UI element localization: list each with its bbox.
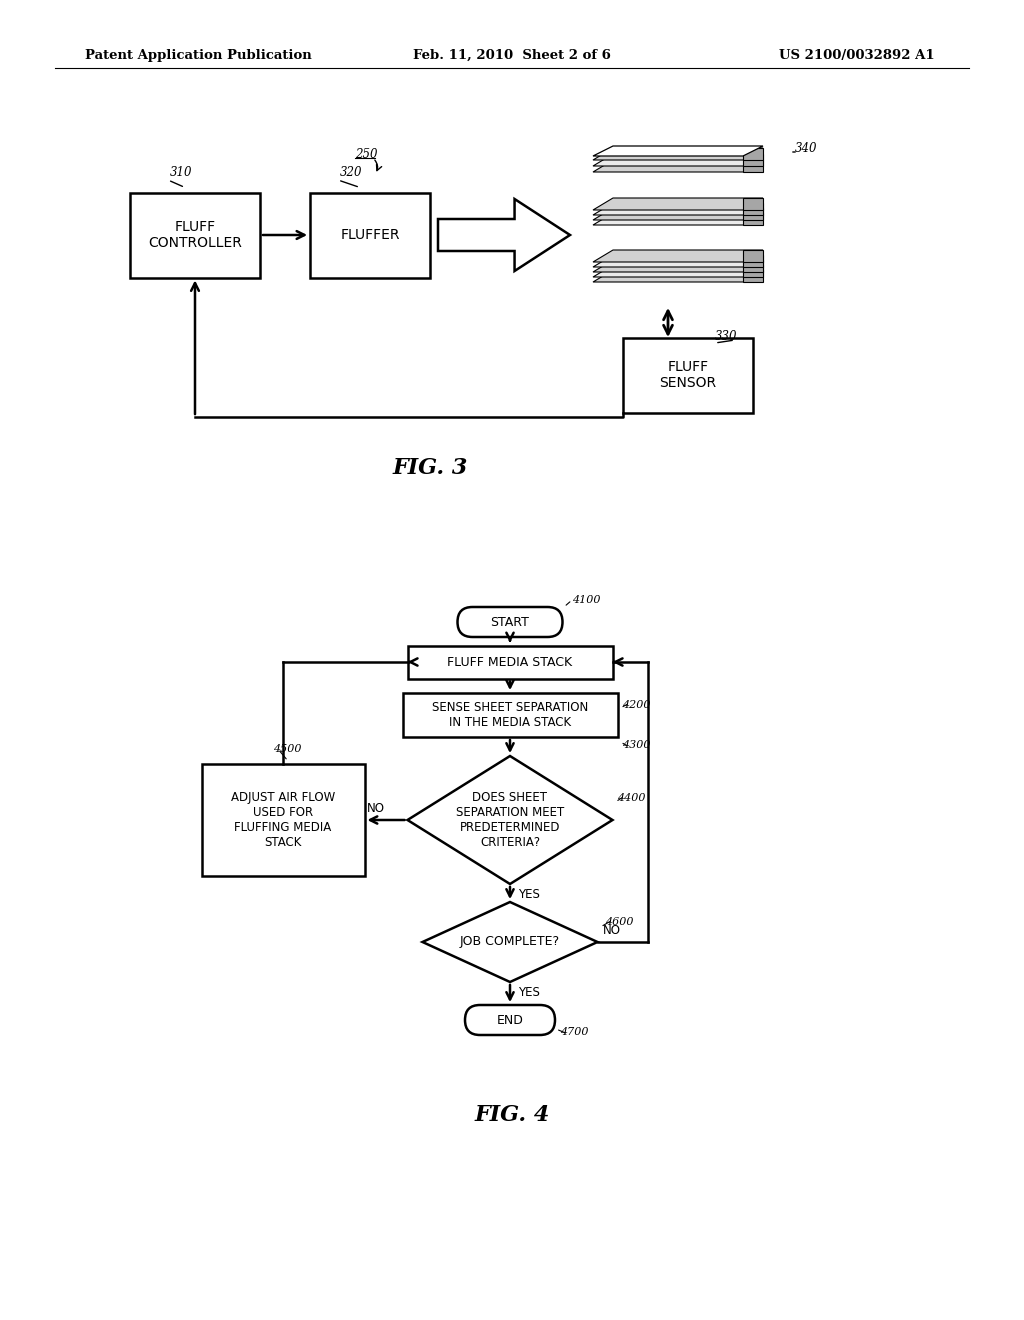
Polygon shape (743, 148, 763, 160)
Text: 4500: 4500 (273, 744, 301, 754)
Text: Feb. 11, 2010  Sheet 2 of 6: Feb. 11, 2010 Sheet 2 of 6 (413, 49, 611, 62)
Polygon shape (593, 271, 763, 282)
Text: START: START (490, 615, 529, 628)
FancyBboxPatch shape (402, 693, 617, 737)
Polygon shape (743, 213, 763, 224)
FancyBboxPatch shape (458, 607, 562, 638)
Text: 330: 330 (715, 330, 737, 343)
Text: 4700: 4700 (560, 1027, 589, 1038)
Text: SENSE SHEET SEPARATION
IN THE MEDIA STACK: SENSE SHEET SEPARATION IN THE MEDIA STAC… (432, 701, 588, 729)
Polygon shape (593, 147, 763, 156)
Polygon shape (593, 148, 763, 160)
Text: ADJUST AIR FLOW
USED FOR
FLUFFING MEDIA
STACK: ADJUST AIR FLOW USED FOR FLUFFING MEDIA … (230, 791, 335, 849)
Text: YES: YES (518, 887, 540, 900)
Text: NO: NO (602, 924, 621, 936)
Text: NO: NO (367, 801, 385, 814)
Text: 4400: 4400 (617, 793, 646, 803)
Text: 250: 250 (355, 149, 378, 161)
Polygon shape (593, 203, 763, 215)
Text: YES: YES (518, 986, 540, 998)
Polygon shape (743, 209, 763, 220)
FancyBboxPatch shape (130, 193, 260, 277)
Text: 4200: 4200 (623, 700, 651, 710)
Polygon shape (743, 198, 763, 210)
Text: 310: 310 (170, 165, 193, 178)
Text: FLUFF
CONTROLLER: FLUFF CONTROLLER (148, 220, 242, 249)
Polygon shape (593, 213, 763, 224)
FancyBboxPatch shape (408, 645, 612, 678)
Polygon shape (743, 260, 763, 272)
Polygon shape (743, 154, 763, 166)
Polygon shape (743, 160, 763, 172)
Polygon shape (438, 199, 570, 271)
Polygon shape (593, 255, 763, 267)
FancyBboxPatch shape (202, 764, 365, 876)
Polygon shape (593, 260, 763, 272)
Text: JOB COMPLETE?: JOB COMPLETE? (460, 936, 560, 949)
Polygon shape (593, 154, 763, 166)
Text: FIG. 4: FIG. 4 (474, 1104, 550, 1126)
FancyBboxPatch shape (465, 1005, 555, 1035)
Text: 4600: 4600 (605, 917, 634, 927)
Polygon shape (408, 756, 612, 884)
Polygon shape (593, 160, 763, 172)
Text: FLUFF
SENSOR: FLUFF SENSOR (659, 360, 717, 391)
Polygon shape (593, 265, 763, 277)
Text: DOES SHEET
SEPARATION MEET
PREDETERMINED
CRITERIA?: DOES SHEET SEPARATION MEET PREDETERMINED… (456, 791, 564, 849)
Text: 320: 320 (340, 165, 362, 178)
Text: 340: 340 (795, 141, 817, 154)
Polygon shape (743, 255, 763, 267)
Text: FIG. 3: FIG. 3 (392, 457, 468, 479)
Polygon shape (593, 249, 763, 261)
Polygon shape (743, 265, 763, 277)
Text: FLUFF MEDIA STACK: FLUFF MEDIA STACK (447, 656, 572, 668)
Text: US 2100/0032892 A1: US 2100/0032892 A1 (779, 49, 935, 62)
Polygon shape (743, 271, 763, 282)
Polygon shape (593, 209, 763, 220)
Polygon shape (743, 249, 763, 261)
Text: FLUFFER: FLUFFER (340, 228, 399, 242)
Polygon shape (593, 198, 763, 210)
Text: 4300: 4300 (623, 741, 651, 750)
FancyBboxPatch shape (623, 338, 753, 412)
Polygon shape (743, 203, 763, 215)
Polygon shape (423, 902, 597, 982)
Text: END: END (497, 1014, 523, 1027)
FancyBboxPatch shape (310, 193, 430, 277)
Text: 4100: 4100 (572, 595, 600, 605)
Text: Patent Application Publication: Patent Application Publication (85, 49, 311, 62)
